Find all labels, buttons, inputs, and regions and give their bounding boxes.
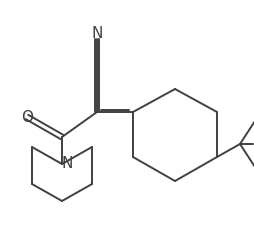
Text: O: O — [21, 110, 33, 125]
Text: N: N — [91, 25, 103, 40]
Text: N: N — [61, 155, 73, 170]
